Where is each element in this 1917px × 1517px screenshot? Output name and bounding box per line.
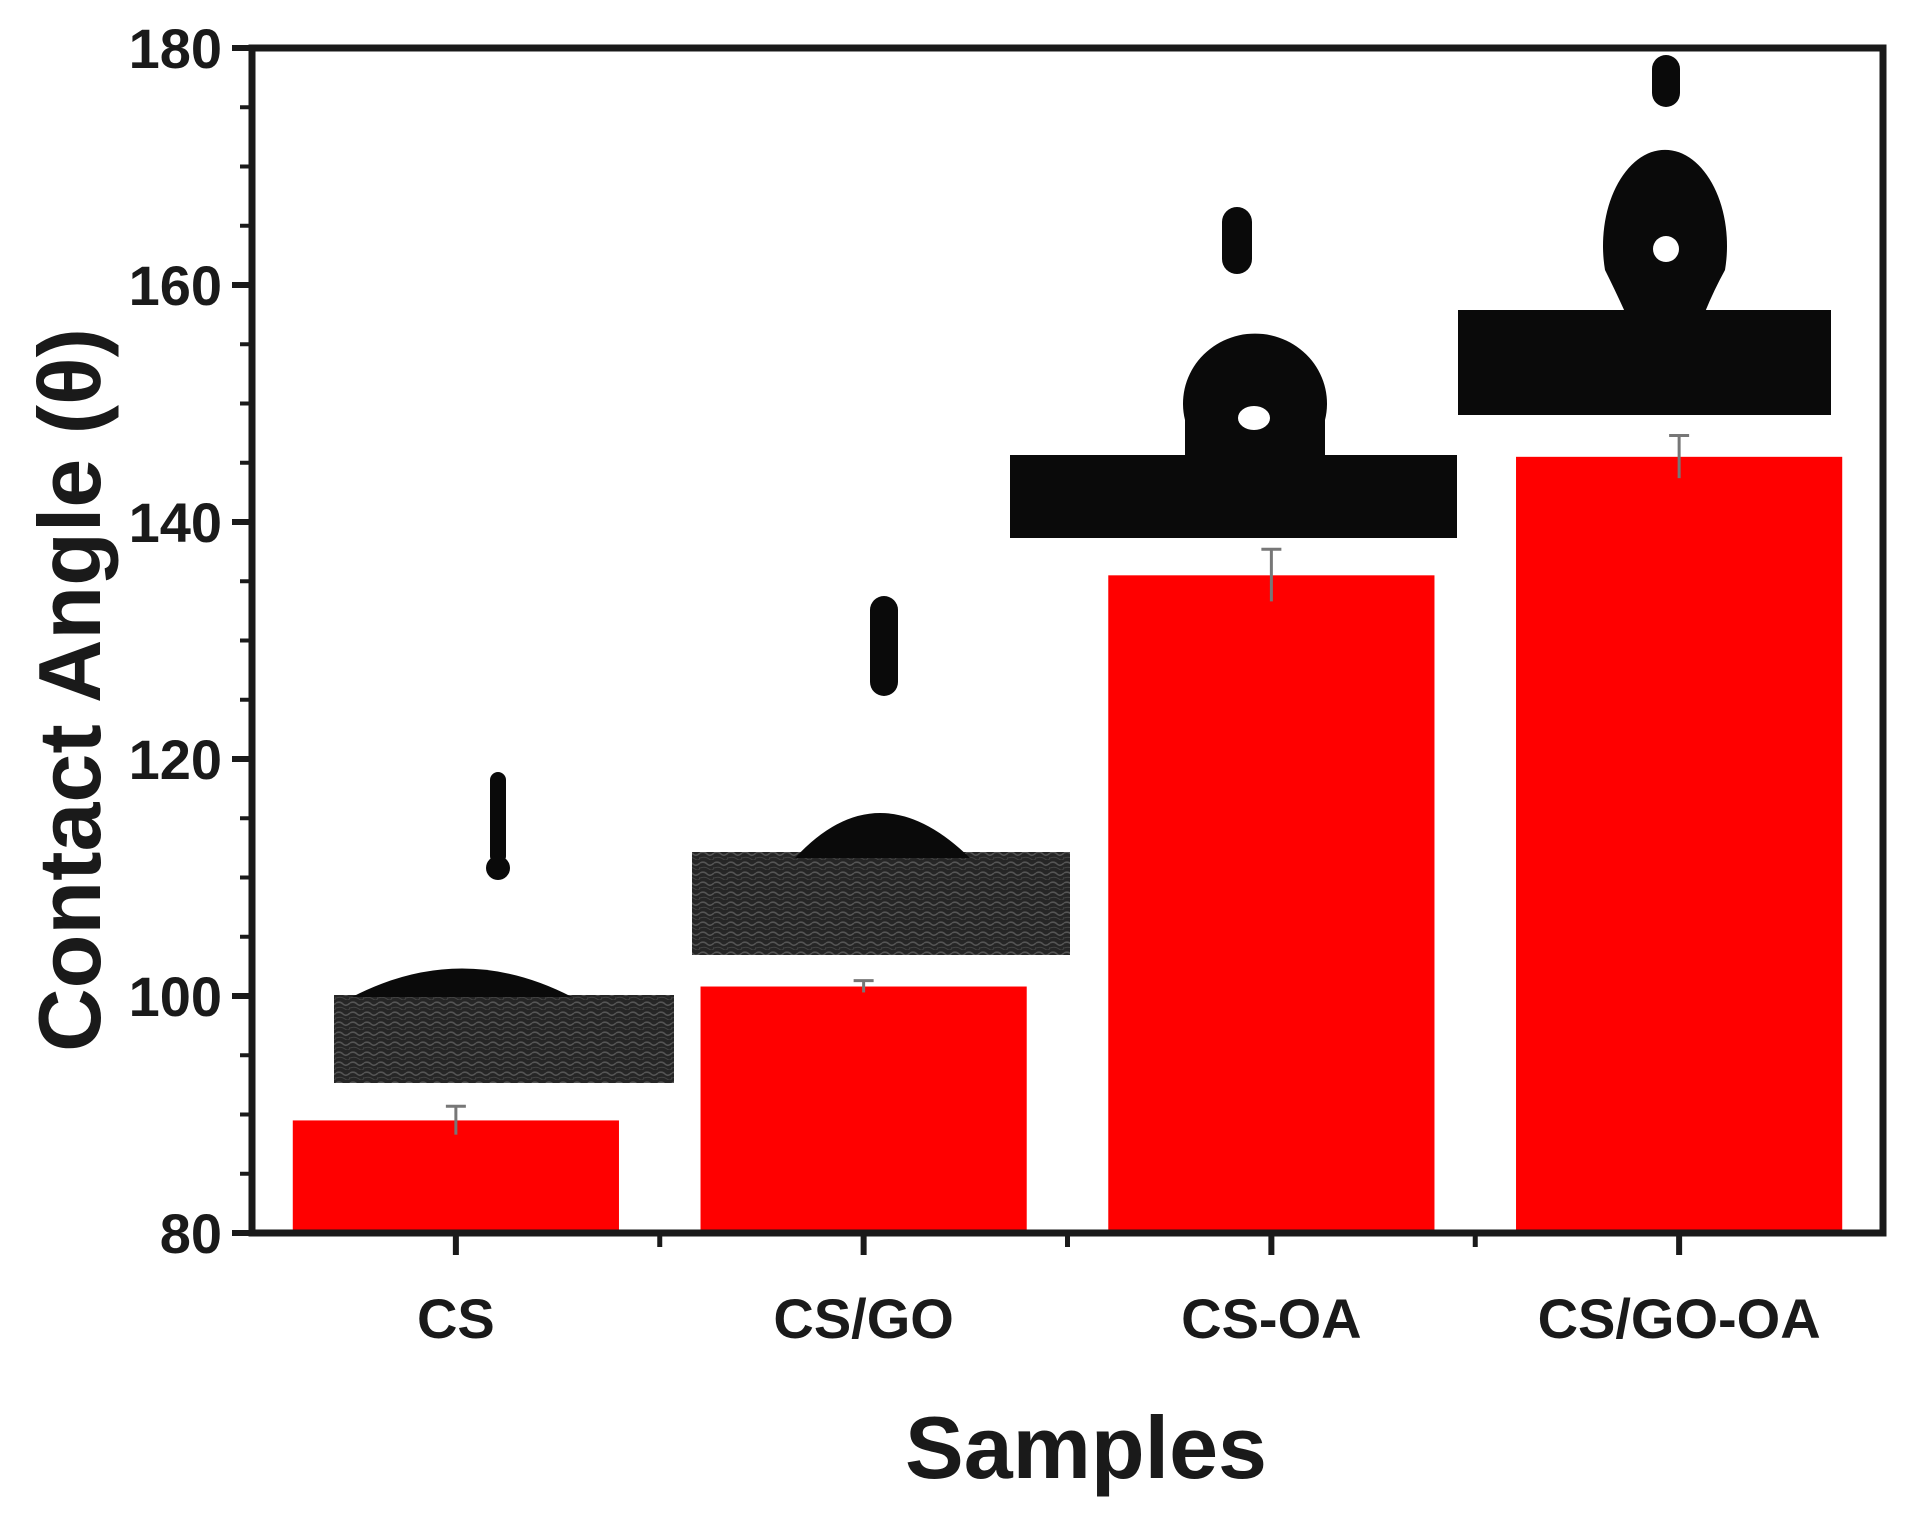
bar-cs [292,1120,619,1233]
y-tick-label: 120 [129,728,222,791]
bars-layer [292,456,1843,1233]
bar-cs-go-oa [1516,456,1843,1233]
error-bar [1261,547,1282,602]
error-bar [445,1104,466,1135]
y-tick-label: 180 [129,17,222,80]
x-axis-title: Samples [905,1398,1267,1497]
y-tick-label: 140 [129,491,222,554]
error-bar [853,979,874,993]
error-bar [1669,433,1690,479]
bar-cs-oa [1108,575,1435,1233]
cs-go-oa-droplet-inset [1458,55,1831,415]
error-bars-layer [445,433,1690,1135]
cs-droplet-inset [334,772,674,1083]
x-axis-ticks: CS CS/GO CS-OA CS/GO-OA [417,1233,1821,1350]
cs-go-droplet-inset [692,596,1070,955]
y-axis-ticks: 80 100 120 140 160 180 [129,17,252,1265]
x-tick-label: CS/GO-OA [1538,1287,1821,1350]
y-tick-label: 80 [160,1202,222,1265]
bar-cs-go [700,986,1027,1233]
cs-oa-droplet-inset [1010,207,1457,538]
y-axis-title: Contact Angle (θ) [20,328,119,1052]
x-tick-label: CS/GO [773,1287,953,1350]
x-tick-label: CS-OA [1181,1287,1361,1350]
y-tick-label: 160 [129,254,222,317]
x-tick-label: CS [417,1287,495,1350]
y-tick-label: 100 [129,965,222,1028]
